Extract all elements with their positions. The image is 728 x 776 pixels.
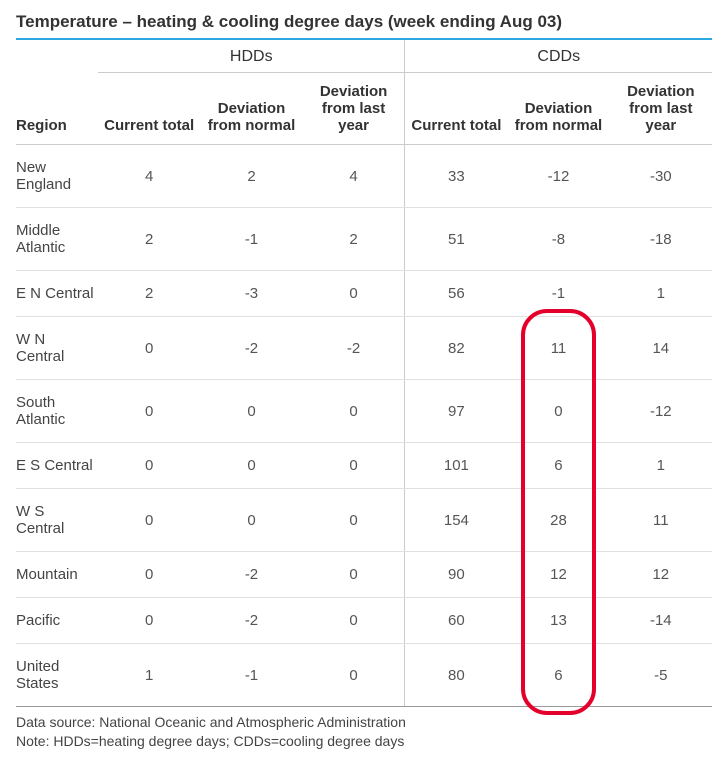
cell-cdd-dev-year: 12 bbox=[610, 552, 712, 598]
group-header-cdd: CDDs bbox=[405, 40, 712, 73]
table-wrapper: HDDs CDDs Region Current total Deviation… bbox=[16, 40, 712, 707]
footer-source: Data source: National Oceanic and Atmosp… bbox=[16, 713, 712, 732]
table-row: W N Central0-2-2821114 bbox=[16, 317, 712, 380]
table-row: South Atlantic000970-12 bbox=[16, 380, 712, 443]
cell-cdd-total: 97 bbox=[405, 380, 507, 443]
cell-cdd-dev-normal: 6 bbox=[507, 644, 609, 707]
table-row: W S Central0001542811 bbox=[16, 489, 712, 552]
cell-cdd-total: 51 bbox=[405, 208, 507, 271]
table-row: Middle Atlantic2-1251-8-18 bbox=[16, 208, 712, 271]
cell-cdd-dev-normal: -8 bbox=[507, 208, 609, 271]
cell-cdd-dev-year: -14 bbox=[610, 598, 712, 644]
cell-hdd-total: 0 bbox=[98, 380, 200, 443]
table-row: E S Central00010161 bbox=[16, 443, 712, 489]
cell-cdd-dev-normal: 13 bbox=[507, 598, 609, 644]
cell-region: New England bbox=[16, 145, 98, 208]
cell-hdd-total: 0 bbox=[98, 489, 200, 552]
cell-hdd-dev-normal: 0 bbox=[200, 380, 302, 443]
table-row: Mountain0-20901212 bbox=[16, 552, 712, 598]
cell-region: Mountain bbox=[16, 552, 98, 598]
cell-hdd-total: 0 bbox=[98, 552, 200, 598]
cell-cdd-total: 82 bbox=[405, 317, 507, 380]
cell-region: United States bbox=[16, 644, 98, 707]
cell-cdd-total: 90 bbox=[405, 552, 507, 598]
cell-region: W N Central bbox=[16, 317, 98, 380]
col-hdd-total: Current total bbox=[98, 73, 200, 145]
cell-hdd-dev-year: 0 bbox=[303, 598, 405, 644]
cell-hdd-total: 2 bbox=[98, 208, 200, 271]
cell-hdd-dev-normal: -2 bbox=[200, 317, 302, 380]
table-body: New England42433-12-30Middle Atlantic2-1… bbox=[16, 145, 712, 707]
cell-cdd-dev-year: 14 bbox=[610, 317, 712, 380]
cell-hdd-dev-normal: -2 bbox=[200, 598, 302, 644]
cell-hdd-dev-normal: -1 bbox=[200, 644, 302, 707]
cell-hdd-total: 0 bbox=[98, 317, 200, 380]
cell-cdd-total: 101 bbox=[405, 443, 507, 489]
cell-cdd-dev-normal: -1 bbox=[507, 271, 609, 317]
cell-cdd-dev-year: -30 bbox=[610, 145, 712, 208]
cell-cdd-dev-year: -18 bbox=[610, 208, 712, 271]
cell-hdd-dev-year: 0 bbox=[303, 644, 405, 707]
footer: Data source: National Oceanic and Atmosp… bbox=[16, 713, 712, 751]
cell-region: W S Central bbox=[16, 489, 98, 552]
col-cdd-dev-year: Deviation from last year bbox=[610, 73, 712, 145]
cell-hdd-dev-year: -2 bbox=[303, 317, 405, 380]
cell-hdd-total: 4 bbox=[98, 145, 200, 208]
cell-cdd-dev-normal: -12 bbox=[507, 145, 609, 208]
col-hdd-dev-year: Deviation from last year bbox=[303, 73, 405, 145]
cell-cdd-total: 60 bbox=[405, 598, 507, 644]
table-row: Pacific0-206013-14 bbox=[16, 598, 712, 644]
cell-cdd-dev-normal: 12 bbox=[507, 552, 609, 598]
cell-hdd-dev-year: 0 bbox=[303, 380, 405, 443]
cell-cdd-dev-normal: 28 bbox=[507, 489, 609, 552]
cell-hdd-total: 1 bbox=[98, 644, 200, 707]
cell-hdd-dev-year: 0 bbox=[303, 271, 405, 317]
cell-hdd-dev-year: 0 bbox=[303, 489, 405, 552]
cell-cdd-dev-normal: 0 bbox=[507, 380, 609, 443]
table-row: E N Central2-3056-11 bbox=[16, 271, 712, 317]
cell-cdd-dev-year: 1 bbox=[610, 443, 712, 489]
group-header-hdd: HDDs bbox=[98, 40, 405, 73]
cell-hdd-dev-normal: 0 bbox=[200, 443, 302, 489]
cell-hdd-dev-normal: 2 bbox=[200, 145, 302, 208]
col-hdd-dev-normal: Deviation from normal bbox=[200, 73, 302, 145]
col-region: Region bbox=[16, 73, 98, 145]
table-row: United States1-10806-5 bbox=[16, 644, 712, 707]
cell-hdd-dev-year: 4 bbox=[303, 145, 405, 208]
cell-region: E S Central bbox=[16, 443, 98, 489]
cell-cdd-dev-year: 1 bbox=[610, 271, 712, 317]
cell-hdd-total: 0 bbox=[98, 598, 200, 644]
cell-cdd-total: 80 bbox=[405, 644, 507, 707]
table-row: New England42433-12-30 bbox=[16, 145, 712, 208]
cell-hdd-dev-normal: -1 bbox=[200, 208, 302, 271]
cell-region: South Atlantic bbox=[16, 380, 98, 443]
cell-cdd-dev-year: 11 bbox=[610, 489, 712, 552]
cell-region: E N Central bbox=[16, 271, 98, 317]
page-title: Temperature – heating & cooling degree d… bbox=[16, 12, 712, 40]
cell-hdd-dev-year: 0 bbox=[303, 552, 405, 598]
cell-cdd-total: 154 bbox=[405, 489, 507, 552]
cell-region: Pacific bbox=[16, 598, 98, 644]
col-cdd-total: Current total bbox=[405, 73, 507, 145]
cell-hdd-dev-year: 2 bbox=[303, 208, 405, 271]
cell-hdd-dev-normal: 0 bbox=[200, 489, 302, 552]
cell-hdd-dev-normal: -3 bbox=[200, 271, 302, 317]
cell-hdd-dev-normal: -2 bbox=[200, 552, 302, 598]
cell-cdd-dev-normal: 6 bbox=[507, 443, 609, 489]
cell-cdd-dev-normal: 11 bbox=[507, 317, 609, 380]
cell-hdd-dev-year: 0 bbox=[303, 443, 405, 489]
group-header-row: HDDs CDDs bbox=[16, 40, 712, 73]
degree-days-table: HDDs CDDs Region Current total Deviation… bbox=[16, 40, 712, 707]
cell-region: Middle Atlantic bbox=[16, 208, 98, 271]
cell-cdd-total: 33 bbox=[405, 145, 507, 208]
cell-cdd-total: 56 bbox=[405, 271, 507, 317]
cell-hdd-total: 0 bbox=[98, 443, 200, 489]
footer-note: Note: HDDs=heating degree days; CDDs=coo… bbox=[16, 732, 712, 751]
cell-cdd-dev-year: -12 bbox=[610, 380, 712, 443]
cell-cdd-dev-year: -5 bbox=[610, 644, 712, 707]
column-header-row: Region Current total Deviation from norm… bbox=[16, 73, 712, 145]
col-cdd-dev-normal: Deviation from normal bbox=[507, 73, 609, 145]
cell-hdd-total: 2 bbox=[98, 271, 200, 317]
